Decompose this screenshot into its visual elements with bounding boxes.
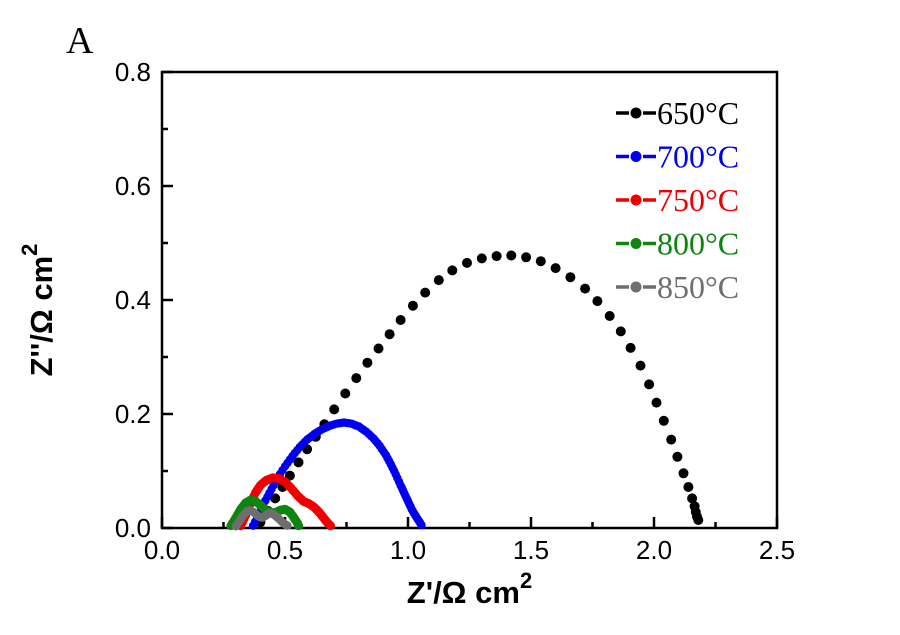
data-point [326,521,335,531]
legend-entry-850C: 850°C [616,269,739,305]
legend-label: 700°C [657,139,739,175]
data-point [420,287,431,298]
data-point [476,253,487,264]
y-tick-label: 0.0 [115,513,151,543]
data-point [417,520,426,530]
legend-dot-marker [630,151,642,162]
data-point [270,493,281,504]
data-point [294,521,303,531]
data-point [651,397,662,408]
x-tick-label: 2.5 [759,535,795,565]
panel-label: A [66,20,94,62]
data-point [433,275,444,286]
data-point [506,250,517,261]
data-point [678,468,689,479]
data-point [615,326,626,337]
data-point [592,296,603,307]
x-axis-title: Z'/Ω cm2 [407,568,532,610]
y-tick-label: 0.2 [115,399,151,429]
x-tick-label: 0.5 [267,535,303,565]
legend-label: 750°C [657,182,739,218]
data-point [580,283,591,294]
data-point [362,357,373,368]
x-tick-label: 2.0 [636,535,672,565]
legend-dot-marker [630,107,642,119]
data-point [666,434,677,445]
data-point [329,404,340,415]
data-point [658,415,669,426]
legend-label: 850°C [657,269,739,305]
legend-label: 800°C [657,226,739,262]
data-point [293,457,304,468]
data-point [565,272,576,283]
y-tick-label: 0.8 [115,57,151,87]
data-point [340,388,351,399]
data-point [283,521,292,530]
data-point [384,329,395,340]
data-point [550,263,561,274]
data-point [693,515,704,525]
x-tick-label: 1.0 [390,535,426,565]
x-tick-label: 1.5 [513,535,549,565]
data-point [491,251,502,262]
data-point [373,343,384,354]
data-point [604,311,615,321]
legend-dot-marker [630,194,642,206]
legend-entry-800C: 800°C [616,226,739,262]
y-tick-label: 0.6 [115,171,151,201]
data-point [395,315,406,325]
y-axis-title: Z''/Ω cm2 [17,244,59,377]
legend-entry-750C: 750°C [616,182,739,218]
legend-entry-700C: 700°C [616,139,739,175]
data-point [672,451,683,462]
data-point [644,379,655,390]
legend-dot-marker [630,238,642,249]
legend-dot-marker [630,281,642,293]
y-tick-label: 0.4 [115,285,151,315]
x-tick-label: 0.0 [144,535,180,565]
legend-label: 650°C [657,95,739,131]
data-point [535,256,546,267]
data-point [683,482,694,492]
data-point [447,265,458,276]
data-point [407,300,418,311]
series-850C [231,506,292,531]
legend-entry-650C: 650°C [616,95,739,131]
data-point [625,342,636,353]
data-point [462,257,472,268]
data-point [635,360,646,371]
legend: 650°C 700°C 750°C 800°C 850°C [616,95,739,305]
data-point [351,373,362,384]
data-point [687,493,698,504]
data-point [521,252,532,263]
